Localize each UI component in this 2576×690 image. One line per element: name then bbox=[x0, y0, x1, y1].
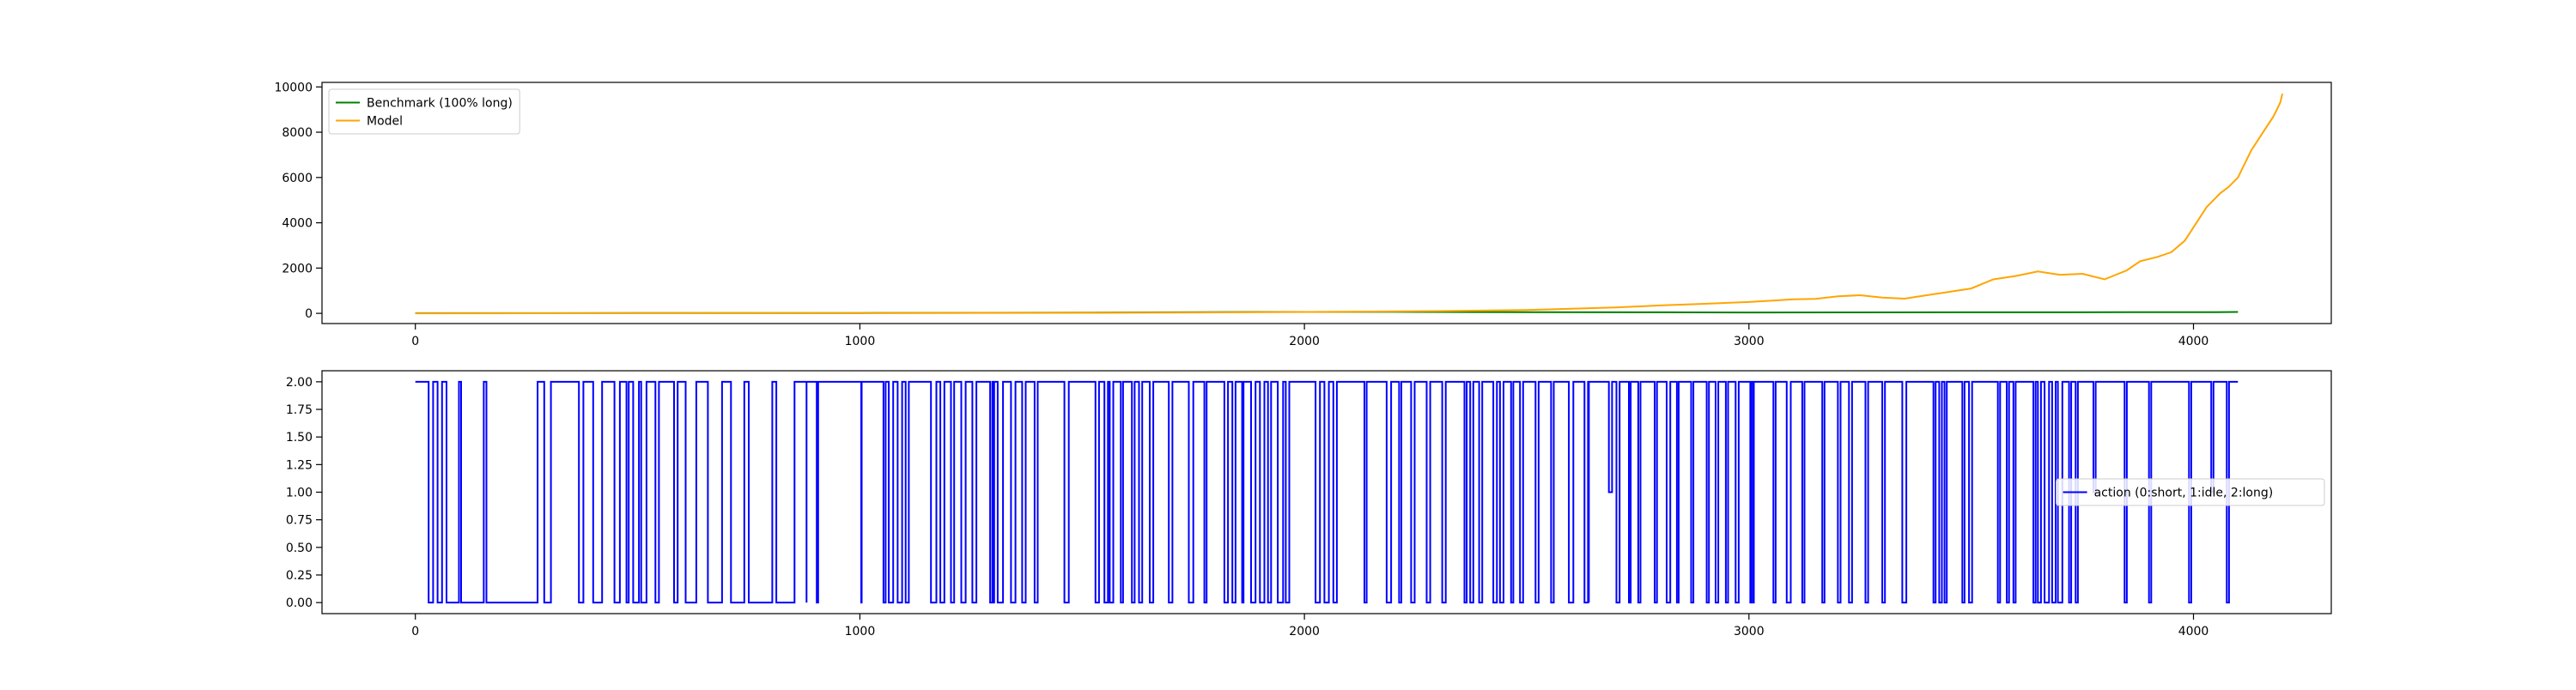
top-y-tick-label: 2000 bbox=[282, 262, 313, 275]
top-x-tick-label: 4000 bbox=[2178, 335, 2209, 348]
bottom-series-line-action-0-short-1-idle-2-long bbox=[415, 380, 2239, 604]
bottom-y-tick-label: 1.75 bbox=[286, 403, 313, 417]
top-legend-label: Model bbox=[367, 115, 403, 129]
bottom-y-tick-label: 1.25 bbox=[286, 458, 313, 472]
bottom-y-tick-label: 0.25 bbox=[286, 569, 313, 583]
top-x-tick-label: 2000 bbox=[1289, 335, 1320, 348]
bottom-axes-frame bbox=[321, 370, 2332, 614]
bottom-plot-area bbox=[415, 380, 2239, 604]
top-x-tick-label: 1000 bbox=[845, 335, 876, 348]
bottom-x-tick-label: 4000 bbox=[2178, 625, 2209, 639]
bottom-chart-panel: 0 1000 2000 3000 4000 0.00 0.25 0.50 0.75 1.00 1.2… bbox=[286, 370, 2332, 639]
bottom-y-tick-label: 0.00 bbox=[286, 596, 313, 610]
top-y-tick-label: 4000 bbox=[282, 217, 313, 231]
top-y-tick-label: 8000 bbox=[282, 126, 313, 140]
bottom-y-tick-label: 1.50 bbox=[286, 431, 313, 445]
bottom-x-tick-label: 2000 bbox=[1289, 625, 1320, 639]
top-y-tick-label: 0 bbox=[305, 307, 313, 321]
top-axes-frame bbox=[321, 82, 2332, 324]
top-y-tick-label: 10000 bbox=[274, 81, 313, 94]
top-series-line-model bbox=[415, 93, 2284, 315]
bottom-legend-box bbox=[2056, 478, 2325, 506]
top-y-tick-label: 6000 bbox=[282, 172, 313, 185]
top-legend-box bbox=[328, 88, 520, 135]
bottom-legend: action (0:short, 1:idle, 2:long) bbox=[2056, 478, 2325, 506]
top-x-tick-label: 3000 bbox=[1734, 335, 1765, 348]
bottom-x-tick-label: 1000 bbox=[845, 625, 876, 639]
bottom-y-tick-label: 1.00 bbox=[286, 487, 313, 500]
top-x-tick-label: 0 bbox=[411, 335, 419, 348]
bottom-y-tick-label: 0.50 bbox=[286, 542, 313, 555]
bottom-x-tick-label: 3000 bbox=[1734, 625, 1765, 639]
top-chart-panel: 0 1000 2000 3000 4000 0 2000 4000 6000 8000 10000 B… bbox=[274, 81, 2332, 348]
bottom-x-tick-label: 0 bbox=[411, 625, 419, 639]
bottom-y-tick-label: 2.00 bbox=[286, 376, 313, 390]
bottom-y-tick-label: 0.75 bbox=[286, 514, 313, 528]
top-legend: Benchmark (100% long) Model bbox=[328, 88, 520, 135]
top-plot-area bbox=[415, 93, 2284, 315]
top-legend-label: Benchmark (100% long) bbox=[367, 97, 513, 111]
bottom-legend-label: action (0:short, 1:idle, 2:long) bbox=[2094, 487, 2274, 500]
